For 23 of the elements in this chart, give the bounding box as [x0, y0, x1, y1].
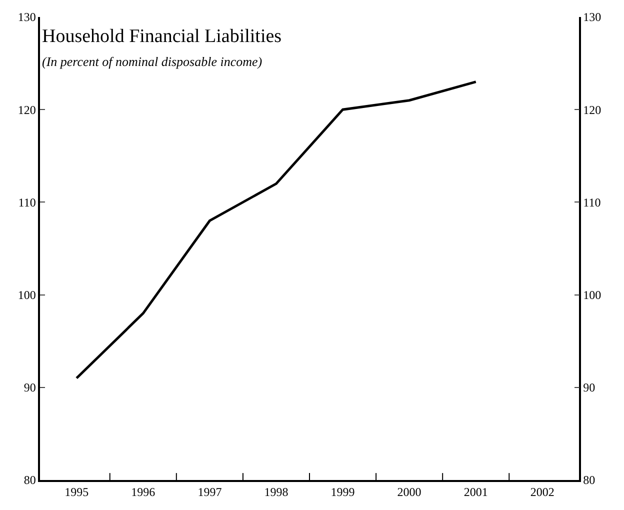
y2-tick-label: 110 — [583, 195, 601, 210]
x-tick-label: 1999 — [330, 485, 355, 500]
y-tick-label: 90 — [24, 380, 36, 395]
x-tick-label: 1996 — [131, 485, 156, 500]
y2-tick-label: 80 — [583, 473, 596, 488]
x-tick-label: 2000 — [397, 485, 422, 500]
text: (In percent of nominal disposable income) — [42, 54, 262, 69]
x-tick-label: 1995 — [64, 485, 89, 500]
y2-tick-label: 90 — [583, 380, 596, 395]
y-tick-label: 80 — [24, 473, 36, 488]
y-tick-label: 120 — [18, 102, 36, 117]
text: Household Financial Liabilities — [42, 26, 282, 47]
y2-tick-label: 130 — [583, 10, 602, 24]
line-series — [75, 80, 478, 380]
y2-tick-label: 100 — [583, 288, 602, 302]
y2-tick-label: 120 — [583, 102, 602, 117]
x-tick-label: 1997 — [198, 485, 222, 500]
x-tick-label: 2002 — [530, 485, 554, 500]
y-tick-label: 110 — [18, 195, 36, 210]
y-tick-label: 100 — [18, 288, 36, 302]
x-tick-label: 1998 — [264, 485, 288, 500]
y-tick-label: 130 — [18, 10, 36, 24]
x-tick-label: 2001 — [464, 485, 488, 500]
